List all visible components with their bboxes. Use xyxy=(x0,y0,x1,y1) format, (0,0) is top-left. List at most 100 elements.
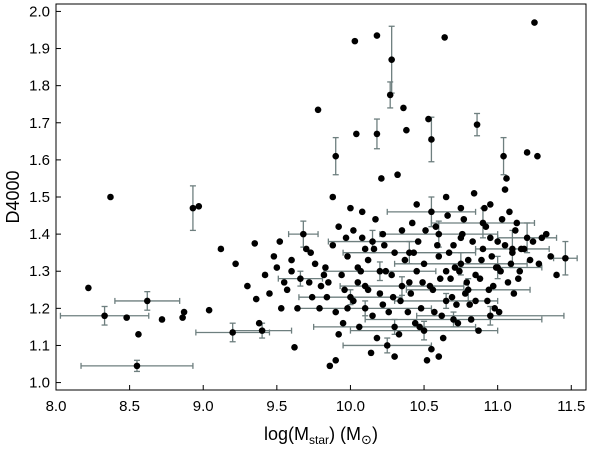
data-point xyxy=(350,227,357,234)
data-point xyxy=(535,260,543,268)
data-point xyxy=(422,227,429,234)
data-point xyxy=(252,295,260,303)
data-point xyxy=(526,256,534,264)
data-point xyxy=(261,271,269,279)
data-point xyxy=(456,267,463,275)
data-point xyxy=(195,202,203,210)
data-point xyxy=(332,152,340,160)
data-point xyxy=(229,329,236,336)
data-point xyxy=(373,334,381,342)
data-point xyxy=(389,293,397,301)
data-point xyxy=(426,282,434,290)
y-tick-label: 1.1 xyxy=(29,337,50,354)
data-point xyxy=(344,305,351,312)
data-point xyxy=(442,297,450,305)
data-point xyxy=(442,193,450,201)
data-point xyxy=(338,271,345,279)
data-point xyxy=(451,264,459,271)
data-point xyxy=(335,223,342,230)
data-point xyxy=(123,314,130,321)
data-point xyxy=(381,241,388,249)
data-point xyxy=(441,34,448,41)
data-point xyxy=(414,238,422,245)
data-point xyxy=(501,241,509,249)
data-point xyxy=(553,271,560,279)
data-point xyxy=(431,308,438,316)
data-point xyxy=(361,305,369,312)
data-point xyxy=(332,308,340,316)
data-point xyxy=(342,234,350,242)
x-axis-title-main: log(M xyxy=(264,424,309,444)
data-point xyxy=(450,241,457,249)
data-point xyxy=(332,357,340,364)
x-axis-title: log(Mstar) (M⊙) xyxy=(264,424,378,448)
sun-symbol-icon: ⊙ xyxy=(361,433,372,448)
y-tick-label: 1.5 xyxy=(29,189,50,206)
x-tick-label: 8.0 xyxy=(46,398,67,415)
y-tick-label: 1.3 xyxy=(29,263,50,280)
data-point xyxy=(416,323,423,331)
data-point xyxy=(391,323,398,331)
data-point xyxy=(542,230,550,238)
y-axis-title: D4000 xyxy=(3,170,23,223)
data-point xyxy=(481,204,488,212)
data-point xyxy=(529,238,537,245)
data-point xyxy=(410,249,418,256)
data-point xyxy=(376,290,384,297)
data-point xyxy=(369,238,376,245)
data-point xyxy=(258,327,266,334)
data-point xyxy=(133,362,141,370)
data-point xyxy=(347,293,354,301)
y-tick-label: 1.4 xyxy=(29,226,50,243)
y-tick-label: 1.7 xyxy=(29,115,50,132)
data-point xyxy=(369,312,376,320)
data-point xyxy=(388,56,395,63)
data-point xyxy=(353,130,360,138)
data-point xyxy=(317,282,325,290)
data-point xyxy=(466,301,473,308)
data-point xyxy=(464,286,472,294)
data-point xyxy=(266,290,273,297)
y-tick-label: 2.0 xyxy=(29,3,50,20)
data-point xyxy=(288,267,295,275)
data-point xyxy=(487,201,494,208)
data-point xyxy=(463,279,471,286)
data-point xyxy=(403,126,410,134)
data-point xyxy=(453,301,460,308)
data-point xyxy=(413,267,420,275)
data-point xyxy=(232,260,239,268)
x-tick-label: 11.5 xyxy=(557,398,585,415)
data-point xyxy=(479,219,487,227)
data-point xyxy=(326,362,334,370)
data-point xyxy=(329,193,337,201)
data-point xyxy=(205,306,213,314)
data-point xyxy=(457,204,465,212)
data-point xyxy=(143,297,151,305)
data-point xyxy=(469,238,476,245)
data-point xyxy=(478,256,485,264)
data-point xyxy=(354,279,362,286)
data-point xyxy=(435,230,443,238)
data-point xyxy=(367,349,375,357)
data-point xyxy=(302,245,310,253)
data-point xyxy=(523,149,531,156)
data-point xyxy=(460,215,468,223)
points-layer xyxy=(85,19,569,370)
data-point xyxy=(294,305,301,312)
data-point xyxy=(457,234,465,242)
data-point xyxy=(335,331,342,338)
data-point xyxy=(417,305,425,312)
data-point xyxy=(425,115,432,123)
plot-frame xyxy=(55,3,587,391)
data-point xyxy=(400,104,407,112)
data-point xyxy=(428,208,435,216)
data-point xyxy=(357,267,365,275)
data-point xyxy=(101,312,108,320)
data-point xyxy=(420,327,428,334)
data-point xyxy=(344,253,351,260)
data-point xyxy=(388,271,395,279)
data-point xyxy=(311,260,319,268)
data-point xyxy=(428,345,435,353)
data-point xyxy=(376,267,384,275)
data-point xyxy=(244,282,251,290)
